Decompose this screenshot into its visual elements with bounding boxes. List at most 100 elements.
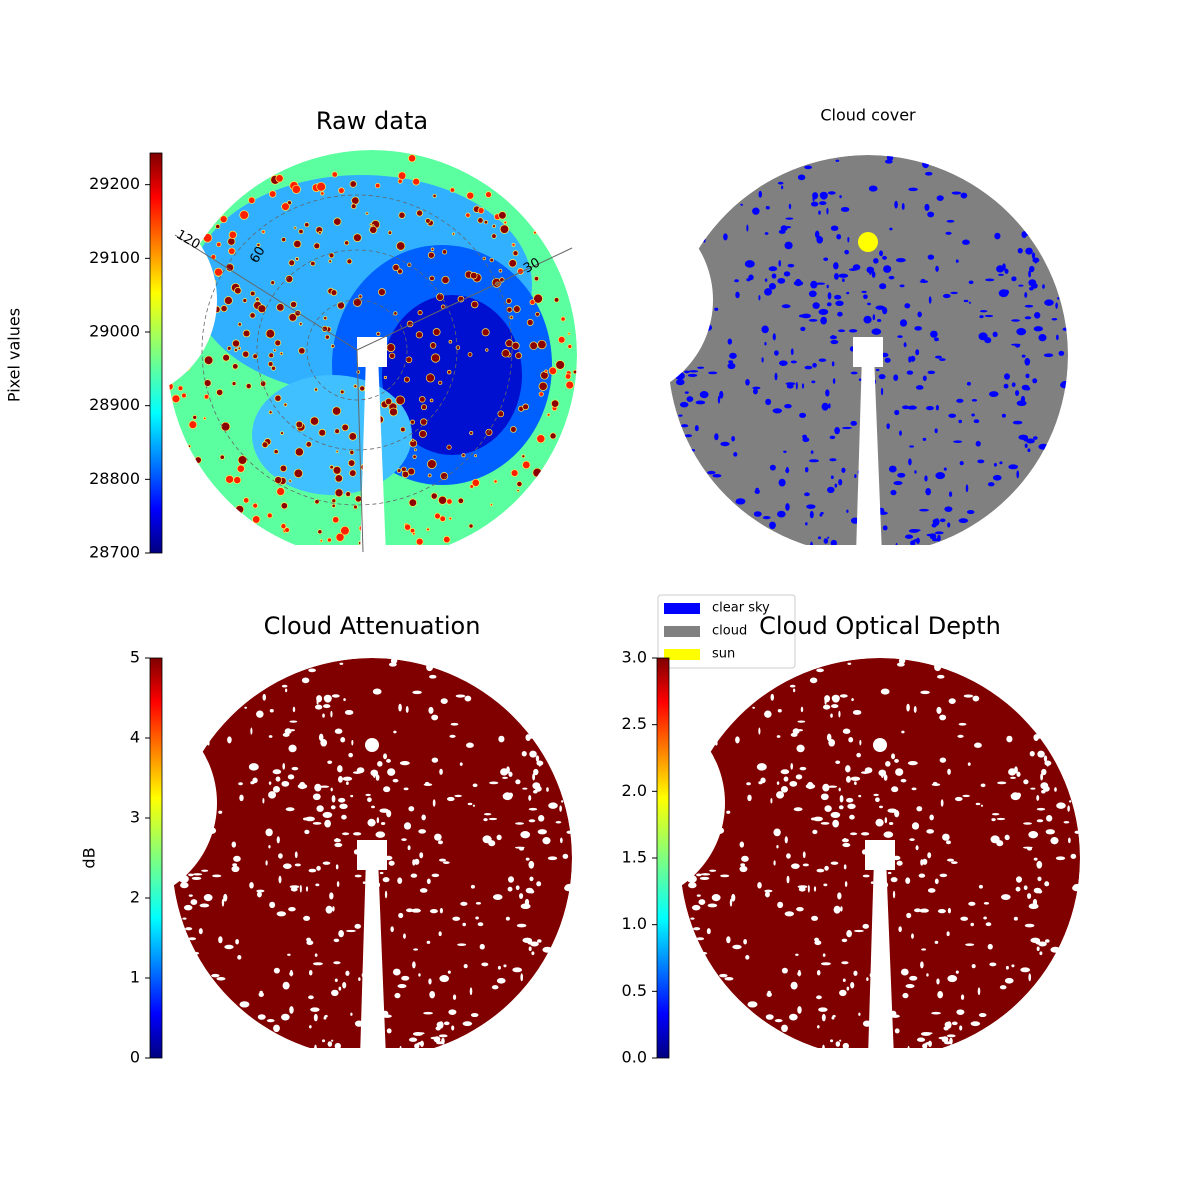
sky-speck — [275, 174, 284, 183]
clear-patch — [957, 734, 964, 738]
clear-patch — [844, 881, 848, 887]
clear-patch — [371, 1001, 379, 1006]
clear-patch — [308, 969, 313, 976]
clear-patch — [499, 737, 503, 742]
colorbar-tick-label: 1.5 — [622, 848, 647, 867]
clear-patch — [324, 819, 331, 828]
sky-speck — [234, 348, 238, 352]
clear-patch — [819, 201, 827, 206]
clear-patch — [337, 765, 343, 773]
clear-patch — [752, 386, 761, 390]
clear-patch — [373, 955, 378, 963]
clear-patch — [339, 803, 348, 810]
clear-patch — [331, 1039, 334, 1042]
clear-patch — [878, 945, 887, 954]
clear-patch — [729, 352, 737, 359]
clear-patch — [412, 690, 422, 695]
clear-patch — [338, 930, 344, 938]
clear-patch — [886, 154, 894, 161]
clear-patch — [839, 795, 844, 803]
clear-patch — [871, 1051, 880, 1058]
sky-speck — [187, 322, 197, 332]
clear-patch — [206, 827, 217, 834]
clear-patch — [418, 973, 421, 977]
sun-disk — [858, 232, 878, 252]
sky-speck — [358, 294, 363, 299]
clear-patch — [268, 791, 276, 799]
clear-patch — [829, 435, 836, 440]
clear-patch — [880, 352, 889, 358]
clear-patch — [327, 1050, 332, 1055]
clear-patch — [369, 1047, 374, 1056]
clear-patch — [908, 356, 912, 363]
sky-speck — [295, 256, 299, 261]
clear-patch — [479, 943, 485, 950]
clear-patch — [203, 894, 213, 902]
clear-patch — [770, 693, 775, 701]
clear-patch — [392, 778, 399, 783]
sky-speck — [226, 346, 232, 351]
clear-patch — [828, 403, 831, 409]
clear-patch — [850, 371, 858, 375]
colorbar-tick-label: 0 — [130, 1048, 140, 1067]
clear-patch — [761, 357, 764, 363]
clear-patch — [268, 845, 271, 849]
clear-patch — [201, 869, 209, 872]
sky-speck — [471, 478, 480, 487]
sky-speck — [366, 471, 375, 480]
clear-patch — [859, 739, 862, 746]
sky-speck — [366, 398, 374, 407]
sky-speck — [344, 240, 350, 246]
colorbar-tick-label: 4 — [130, 728, 140, 747]
clear-patch — [780, 225, 788, 232]
sky-speck — [375, 182, 381, 189]
clear-patch — [401, 838, 407, 842]
clear-patch — [888, 822, 894, 826]
sky-speck — [397, 178, 403, 184]
clear-patch — [777, 901, 784, 909]
colorbar-tick-label: 28700 — [89, 543, 140, 562]
clear-patch — [978, 884, 983, 889]
clear-patch — [701, 951, 708, 955]
clear-patch — [333, 961, 341, 965]
sky-speck — [273, 449, 279, 455]
clear-patch — [832, 695, 840, 703]
clear-patch — [904, 303, 911, 309]
clear-patch — [950, 291, 958, 295]
clear-patch — [212, 874, 222, 878]
clear-patch — [290, 887, 298, 892]
clear-patch — [916, 1037, 926, 1042]
clear-patch — [927, 852, 932, 859]
clear-patch — [939, 518, 946, 523]
clear-patch — [345, 970, 350, 976]
clear-patch — [769, 464, 776, 471]
sky-speck — [228, 230, 237, 239]
clear-patch — [401, 975, 410, 981]
clear-patch — [266, 1019, 275, 1023]
sky-speck — [560, 316, 566, 322]
clear-patch — [878, 374, 886, 380]
sky-speck — [267, 361, 274, 367]
clear-patch — [951, 1021, 958, 1026]
sky-speck — [171, 394, 181, 404]
clear-patch — [532, 782, 541, 790]
clear-patch — [276, 836, 280, 844]
clear-patch — [397, 877, 403, 884]
sky-speck — [239, 210, 249, 220]
clear-patch — [847, 236, 850, 243]
sky-speck — [288, 313, 297, 322]
clear-patch — [183, 904, 193, 911]
clear-patch — [814, 230, 820, 239]
sky-speck — [420, 418, 428, 426]
clear-patch — [530, 941, 539, 947]
polar-grid — [306, 299, 408, 401]
clear-patch — [195, 841, 203, 844]
sky-speck — [190, 278, 200, 287]
clear-patch — [753, 511, 762, 517]
clear-patch — [483, 818, 488, 822]
sky-speck — [526, 319, 534, 326]
clear-patch — [958, 722, 967, 726]
clear-patch — [696, 798, 702, 803]
clear-patch — [388, 662, 397, 667]
